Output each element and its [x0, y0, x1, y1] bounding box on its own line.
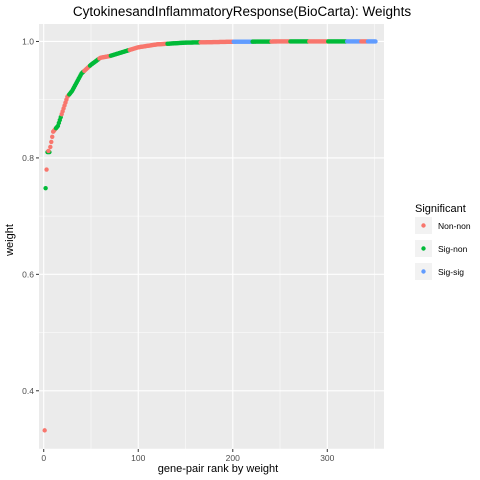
data-point: [44, 167, 49, 172]
plot-panel: [39, 24, 384, 449]
x-axis-ticks: 0 100 200 300: [41, 449, 335, 463]
legend-title: Significant: [415, 203, 466, 215]
chart-title: CytokinesandInflammatoryResponse(BioCart…: [73, 4, 411, 19]
x-tick-label: 100: [131, 453, 145, 463]
data-point: [49, 139, 54, 145]
data-point: [43, 185, 48, 191]
data-point: [48, 144, 53, 150]
legend-entries: Non-non Sig-non Sig-sig: [415, 217, 471, 280]
legend-label: Non-non: [438, 221, 471, 231]
x-tick-label: 300: [320, 453, 334, 463]
legend-swatch: [421, 223, 426, 228]
data-point: [46, 148, 51, 154]
data-points: [42, 39, 378, 433]
y-tick-label: 0.4: [22, 386, 34, 396]
legend-swatch: [421, 246, 426, 251]
legend: Significant Non-non Sig-non Sig-sig: [415, 203, 471, 280]
data-point: [42, 428, 47, 433]
x-axis-label: gene-pair rank by weight: [158, 463, 278, 475]
y-tick-label: 0.8: [22, 153, 34, 163]
legend-label: Sig-sig: [438, 267, 464, 277]
data-point: [50, 134, 55, 139]
y-axis-ticks: 0.4 0.6 0.8 1.0: [22, 36, 39, 396]
grid: [39, 24, 384, 450]
y-tick-label: 0.6: [22, 269, 34, 279]
y-tick-label: 1.0: [22, 36, 34, 46]
x-tick-label: 0: [41, 453, 46, 463]
data-point: [373, 39, 378, 44]
y-axis-label: weight: [4, 224, 16, 257]
x-tick-label: 200: [226, 453, 240, 463]
legend-label: Sig-non: [438, 244, 468, 254]
legend-swatch: [421, 269, 426, 274]
